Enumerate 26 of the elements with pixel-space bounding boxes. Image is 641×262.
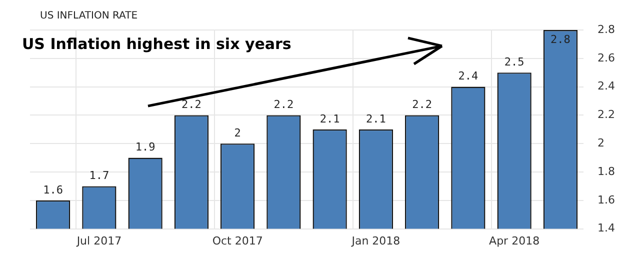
data-label: 2.4: [458, 70, 478, 83]
data-label: 1.9: [135, 140, 156, 154]
data-label: 2.2: [274, 98, 294, 112]
data-label: 2.8: [550, 32, 570, 46]
data-label: 2.5: [504, 55, 524, 68]
chart-title: US INFLATION RATE: [40, 10, 138, 22]
x-tick-label: Oct 2017: [212, 234, 263, 248]
y-tick-label: 2.2: [598, 108, 616, 122]
data-label: 2: [234, 126, 241, 140]
y-tick-label: 1.8: [598, 164, 616, 178]
x-tick-label: Jan 2018: [350, 234, 400, 248]
data-label: 2.1: [320, 112, 340, 126]
y-tick-label: 1.4: [598, 222, 616, 235]
y-tick-label: 1.6: [598, 193, 616, 206]
data-label: 1.7: [89, 169, 110, 182]
data-label: 2.2: [182, 98, 202, 112]
data-label: 1.6: [43, 183, 63, 196]
annotation: US Inflation highest in six years: [22, 34, 292, 53]
y-tick-label: 2.6: [598, 51, 616, 64]
y-tick-label: 2.8: [598, 22, 616, 36]
x-tick-label: Apr 2018: [489, 234, 540, 248]
x-tick-label: Jul 2017: [76, 234, 122, 248]
data-label: 2.1: [366, 112, 386, 126]
data-label: 2.2: [412, 98, 432, 112]
y-tick-label: 2: [598, 136, 605, 150]
y-tick-label: 2.4: [598, 80, 616, 93]
